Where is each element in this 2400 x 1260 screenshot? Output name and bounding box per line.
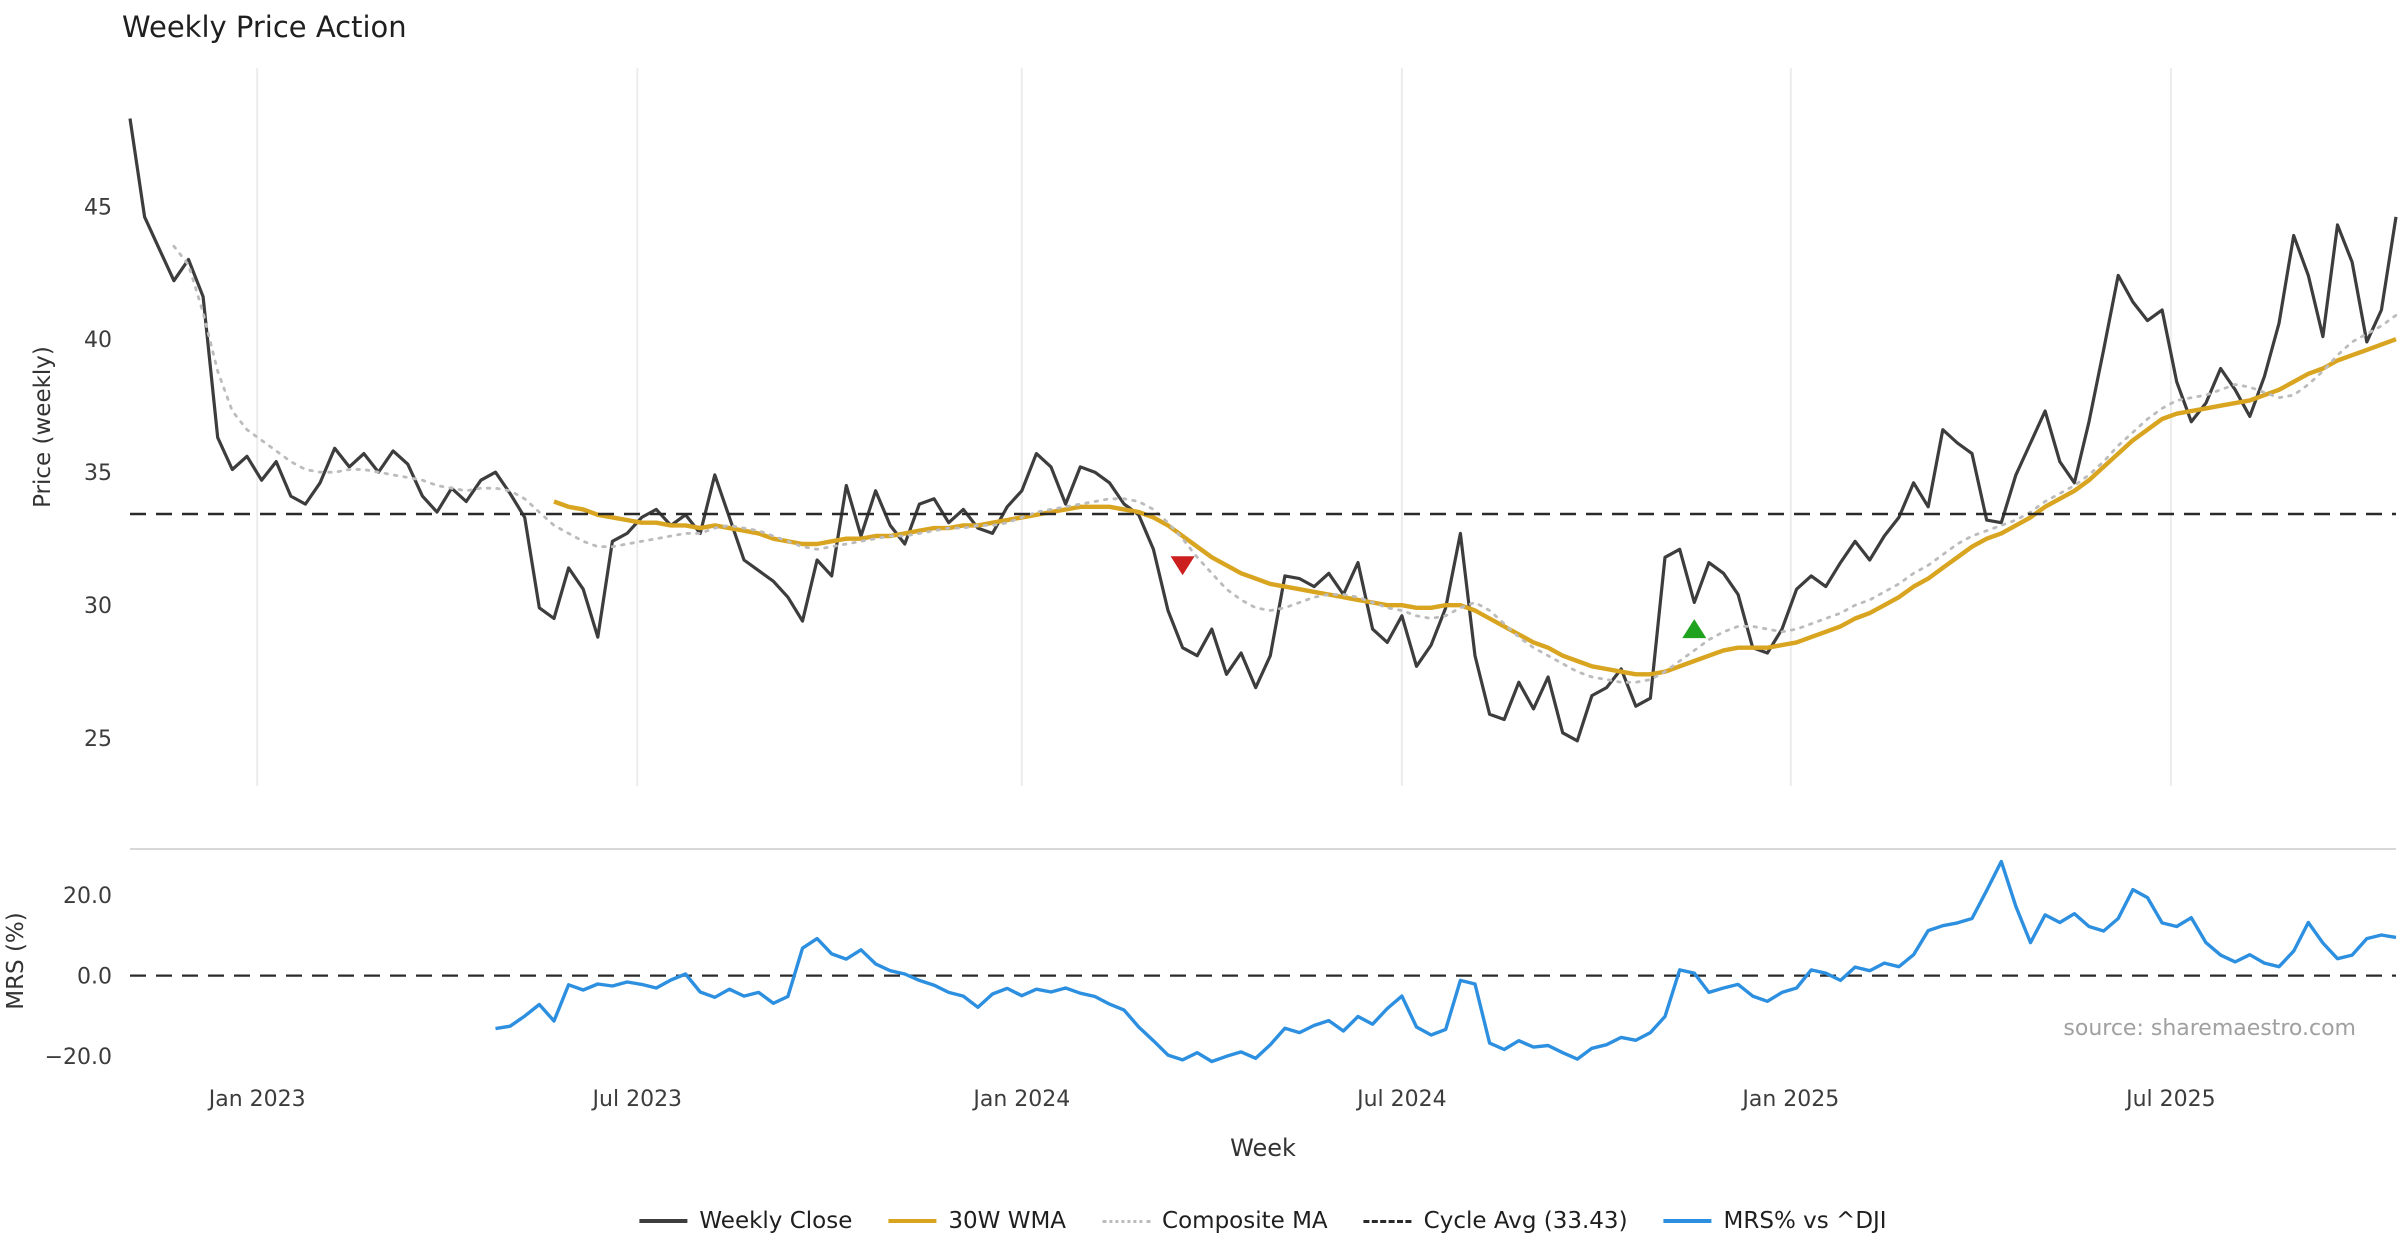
legend-label: Cycle Avg (33.43): [1423, 1208, 1628, 1234]
mrs-axis-label: MRS (%): [3, 912, 29, 1010]
30w-wma-series: [553, 337, 2397, 677]
x-tick-label: Jul 2023: [591, 1087, 683, 1112]
x-tick-label: Jul 2024: [1355, 1087, 1447, 1112]
legend-label: MRS% vs ^DJI: [1723, 1208, 1887, 1234]
legend-weekly-close-line-sample: [639, 1219, 688, 1223]
price-axis-label: Price (weekly): [30, 346, 56, 508]
price-y-tick-label: 30: [84, 594, 112, 619]
mrs-y-tick-label: 20.0: [63, 884, 112, 909]
x-axis-label: Week: [1230, 1134, 1296, 1162]
composite-ma-series: [172, 244, 2398, 684]
gridlines: [256, 68, 2172, 786]
price-y-tick-label: 45: [84, 195, 112, 220]
x-tick-label: Jan 2024: [971, 1087, 1070, 1112]
mrs-y-tick-label: −20.0: [45, 1045, 112, 1070]
legend-composite-ma-line-sample: [1102, 1219, 1151, 1223]
legend-mrs-vs-dji-line-sample: [1663, 1219, 1712, 1223]
legend: Weekly Close 30W WMA Composite MA Cycle Avg…: [639, 1208, 1887, 1234]
legend-item-composite-ma: Composite MA: [1102, 1208, 1328, 1234]
sell-signal-marker: [1170, 556, 1195, 576]
mrs-y-tick-label: 0.0: [77, 965, 112, 990]
legend-item-30w-wma: 30W WMA: [888, 1208, 1066, 1234]
x-tick-label: Jan 2023: [207, 1087, 306, 1112]
buy-signal-marker: [1682, 619, 1707, 639]
legend-item-weekly-close: Weekly Close: [639, 1208, 852, 1234]
x-tick-label: Jul 2025: [2124, 1087, 2216, 1112]
price-y-tick-label: 35: [84, 461, 112, 486]
weekly-close-series: [128, 118, 2398, 743]
mrs-vs-dji-series: [495, 859, 2397, 1064]
legend-item-cycle-avg-33-43: Cycle Avg (33.43): [1363, 1208, 1628, 1234]
legend-item-mrs-vs-dji: MRS% vs ^DJI: [1663, 1208, 1887, 1234]
legend-label: 30W WMA: [948, 1208, 1067, 1234]
source-note: source: sharemaestro.com: [2063, 1016, 2356, 1041]
x-tick-label: Jan 2025: [1740, 1087, 1839, 1112]
legend-30w-wma-line-sample: [888, 1219, 937, 1223]
price-y-tick-label: 25: [84, 727, 112, 752]
legend-label: Composite MA: [1162, 1208, 1328, 1234]
legend-cycle-avg-33-43-line-sample: [1363, 1219, 1412, 1223]
chart-title: Weekly Price Action: [122, 10, 407, 44]
price-y-tick-label: 40: [84, 328, 112, 353]
legend-label: Weekly Close: [699, 1208, 853, 1234]
